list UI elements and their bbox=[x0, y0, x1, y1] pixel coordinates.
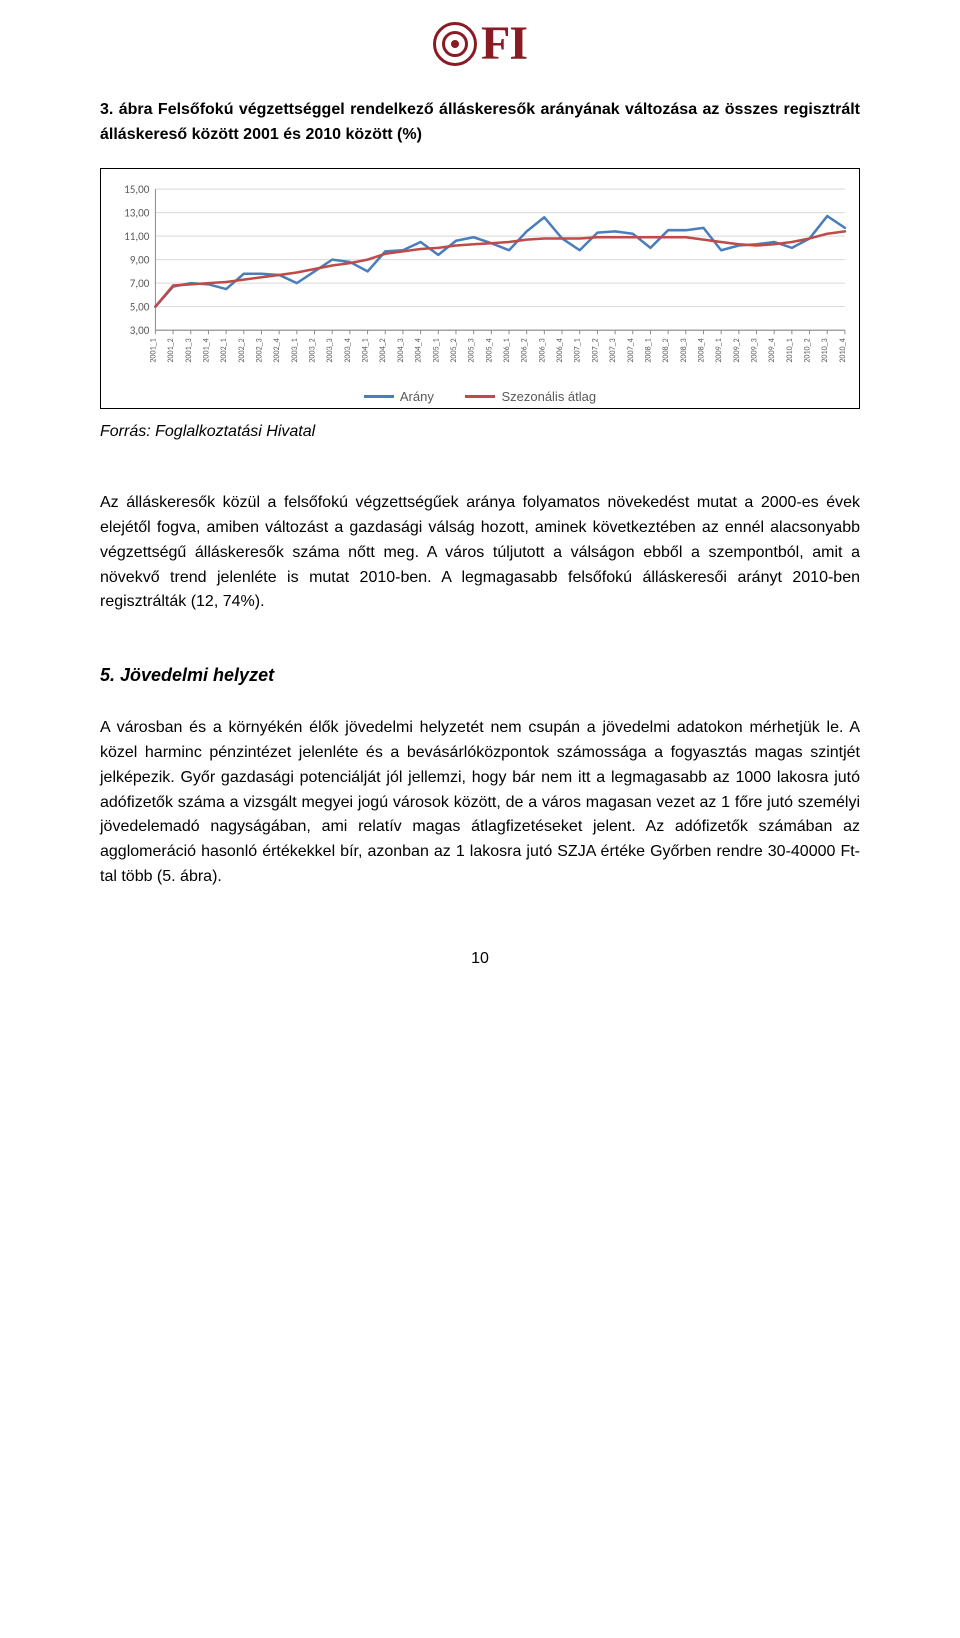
paragraph-2: A városban és a környékén élők jövedelmi… bbox=[100, 716, 860, 890]
svg-text:2004_2: 2004_2 bbox=[378, 338, 388, 362]
svg-text:2002_4: 2002_4 bbox=[272, 338, 282, 362]
legend-label-arany: Arány bbox=[400, 389, 434, 404]
svg-text:2009_3: 2009_3 bbox=[750, 338, 760, 362]
legend-item-szezon: Szezonális átlag bbox=[465, 389, 596, 404]
svg-text:2006_3: 2006_3 bbox=[537, 338, 547, 362]
svg-text:2007_3: 2007_3 bbox=[608, 338, 618, 362]
svg-text:2010_2: 2010_2 bbox=[803, 338, 813, 362]
legend-swatch-szezon bbox=[465, 395, 495, 398]
figure-source: Forrás: Foglalkoztatási Hivatal bbox=[100, 423, 860, 441]
svg-text:2003_1: 2003_1 bbox=[290, 338, 300, 362]
svg-text:2005_1: 2005_1 bbox=[431, 338, 441, 362]
header-logo-row: FI bbox=[100, 20, 860, 68]
svg-text:2008_1: 2008_1 bbox=[643, 338, 653, 362]
svg-text:15,00: 15,00 bbox=[124, 182, 150, 196]
svg-text:2003_4: 2003_4 bbox=[343, 338, 353, 362]
svg-text:2007_2: 2007_2 bbox=[590, 338, 600, 362]
line-chart: 3,00 5,00 7,00 9,00 11,00 13,00 15,00 2001_1 200… bbox=[107, 181, 853, 383]
figure-title: 3. ábra Felsőfokú végzettséggel rendelke… bbox=[100, 98, 860, 148]
section-heading: 5. Jövedelmi helyzet bbox=[100, 665, 860, 686]
svg-text:2004_4: 2004_4 bbox=[414, 338, 424, 362]
svg-text:2001_4: 2001_4 bbox=[201, 338, 211, 362]
svg-text:9,00: 9,00 bbox=[130, 252, 150, 266]
svg-text:2002_1: 2002_1 bbox=[219, 338, 229, 362]
svg-text:2008_4: 2008_4 bbox=[696, 338, 706, 362]
svg-text:2004_1: 2004_1 bbox=[361, 338, 371, 362]
document-page: FI 3. ábra Felsőfokú végzettséggel rende… bbox=[0, 0, 960, 1008]
svg-text:2007_4: 2007_4 bbox=[626, 338, 636, 362]
svg-text:2004_3: 2004_3 bbox=[396, 338, 406, 362]
svg-text:2010_1: 2010_1 bbox=[785, 338, 795, 362]
svg-text:2001_1: 2001_1 bbox=[148, 338, 158, 362]
svg-text:2009_1: 2009_1 bbox=[714, 338, 724, 362]
ofi-logo: FI bbox=[433, 20, 527, 68]
svg-text:3,00: 3,00 bbox=[130, 323, 150, 337]
svg-text:2006_4: 2006_4 bbox=[555, 338, 565, 362]
svg-text:2001_2: 2001_2 bbox=[166, 338, 176, 362]
svg-text:7,00: 7,00 bbox=[130, 276, 150, 290]
svg-text:2010_4: 2010_4 bbox=[838, 338, 848, 362]
svg-text:2009_2: 2009_2 bbox=[732, 338, 742, 362]
svg-text:2005_2: 2005_2 bbox=[449, 338, 459, 362]
svg-text:2002_2: 2002_2 bbox=[237, 338, 247, 362]
svg-text:13,00: 13,00 bbox=[124, 205, 150, 219]
svg-text:5,00: 5,00 bbox=[130, 299, 150, 313]
logo-spiral-icon bbox=[433, 22, 477, 66]
legend-label-szezon: Szezonális átlag bbox=[501, 389, 596, 404]
chart-legend: Arány Szezonális átlag bbox=[107, 386, 853, 404]
svg-text:2008_3: 2008_3 bbox=[679, 338, 689, 362]
paragraph-1: Az álláskeresők közül a felsőfokú végzet… bbox=[100, 491, 860, 615]
svg-text:2001_3: 2001_3 bbox=[184, 338, 194, 362]
logo-text: FI bbox=[481, 20, 527, 68]
legend-swatch-arany bbox=[364, 395, 394, 398]
svg-text:2003_3: 2003_3 bbox=[325, 338, 335, 362]
svg-text:2009_4: 2009_4 bbox=[767, 338, 777, 362]
line-chart-container: 3,00 5,00 7,00 9,00 11,00 13,00 15,00 2001_1 200… bbox=[100, 168, 860, 410]
svg-text:2010_3: 2010_3 bbox=[820, 338, 830, 362]
svg-text:2005_3: 2005_3 bbox=[467, 338, 477, 362]
legend-item-arany: Arány bbox=[364, 389, 434, 404]
svg-text:2005_4: 2005_4 bbox=[484, 338, 494, 362]
svg-text:2006_2: 2006_2 bbox=[520, 338, 530, 362]
svg-text:2002_3: 2002_3 bbox=[254, 338, 264, 362]
svg-text:2003_2: 2003_2 bbox=[308, 338, 318, 362]
svg-text:2007_1: 2007_1 bbox=[573, 338, 583, 362]
page-number: 10 bbox=[100, 950, 860, 968]
svg-text:11,00: 11,00 bbox=[124, 229, 150, 243]
svg-text:2008_2: 2008_2 bbox=[661, 338, 671, 362]
svg-text:2006_1: 2006_1 bbox=[502, 338, 512, 362]
